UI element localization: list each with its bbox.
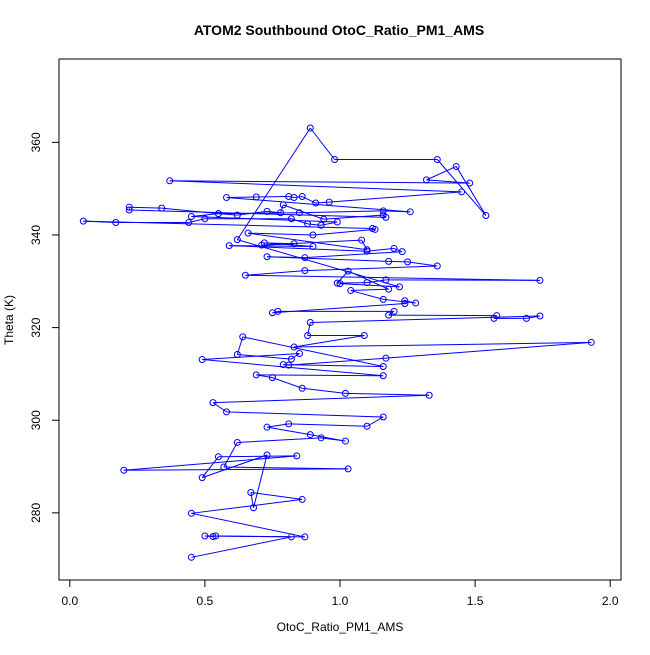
y-tick-label: 280 <box>29 503 43 523</box>
y-tick-label: 300 <box>29 410 43 430</box>
x-axis-label: OtoC_Ratio_PM1_AMS <box>277 620 404 634</box>
x-tick-label: 2.0 <box>602 594 619 608</box>
y-tick-label: 320 <box>29 317 43 337</box>
x-tick-label: 1.0 <box>332 594 349 608</box>
y-axis-label: Theta (K) <box>2 295 16 345</box>
y-tick-label: 340 <box>29 225 43 245</box>
chart-title: ATOM2 Southbound OtoC_Ratio_PM1_AMS <box>194 22 484 38</box>
x-tick-label: 0.0 <box>61 594 78 608</box>
y-tick-label: 360 <box>29 132 43 152</box>
x-tick-label: 0.5 <box>197 594 214 608</box>
x-tick-label: 1.5 <box>467 594 484 608</box>
